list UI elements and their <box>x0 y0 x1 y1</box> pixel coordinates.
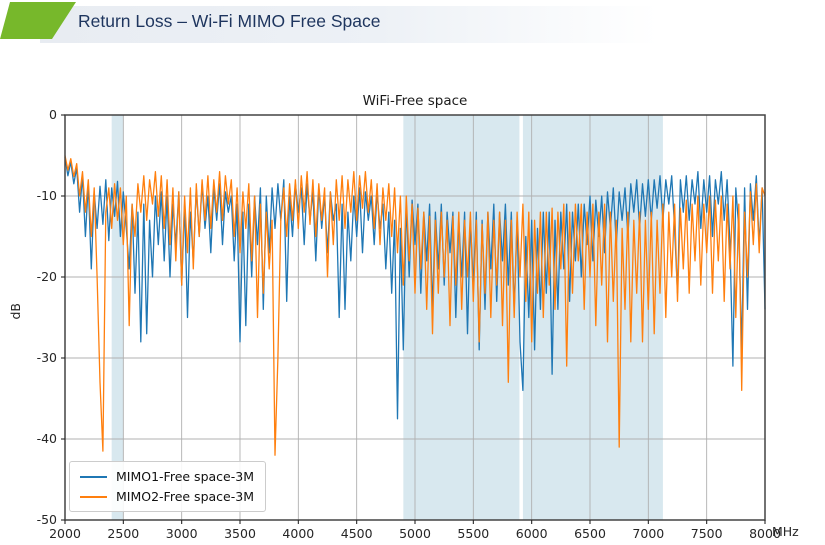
legend-label-mimo2: MIMO2-Free space-3M <box>116 489 254 504</box>
legend-label-mimo1: MIMO1-Free space-3M <box>116 469 254 484</box>
wifi-band-highlight <box>403 115 520 520</box>
y-tick-label: -40 <box>37 431 57 446</box>
x-tick-label: 6500 <box>574 526 606 541</box>
series-line <box>64 155 766 456</box>
header-bar <box>40 6 658 43</box>
y-tick-label: 0 <box>49 107 57 122</box>
legend-item-mimo1: MIMO1-Free space-3M <box>80 469 254 484</box>
chart-title: WiFi-Free space <box>362 93 468 109</box>
legend-item-mimo2: MIMO2-Free space-3M <box>80 489 254 504</box>
legend-line-sample-mimo2 <box>80 495 107 498</box>
wifi-band-highlight <box>111 115 124 520</box>
x-tick-label: 7500 <box>691 526 723 541</box>
chart-legend: MIMO1-Free space-3M MIMO2-Free space-3M <box>69 461 266 512</box>
x-axis-unit-label: MHz <box>772 524 799 539</box>
y-tick-label: -50 <box>37 512 57 527</box>
x-tick-label: 2000 <box>49 526 81 541</box>
x-tick-label: 3000 <box>166 526 198 541</box>
x-tick-label: 6000 <box>516 526 548 541</box>
y-tick-label: -10 <box>37 188 57 203</box>
x-tick-label: 4500 <box>341 526 373 541</box>
legend-line-sample-mimo1 <box>80 475 107 478</box>
y-tick-label: -30 <box>37 350 57 365</box>
wifi-band-highlight <box>522 115 663 520</box>
x-tick-label: 4000 <box>282 526 314 541</box>
y-axis-label: dB <box>8 303 23 320</box>
x-tick-label: 3500 <box>224 526 256 541</box>
x-tick-label: 5000 <box>399 526 431 541</box>
y-tick-label: -20 <box>37 269 57 284</box>
x-tick-label: 8000 <box>749 526 781 541</box>
x-tick-label: 5500 <box>457 526 489 541</box>
x-tick-label: 7000 <box>632 526 664 541</box>
slide-title: Return Loss – Wi-Fi MIMO Free Space <box>78 11 381 31</box>
x-tick-label: 2500 <box>107 526 139 541</box>
